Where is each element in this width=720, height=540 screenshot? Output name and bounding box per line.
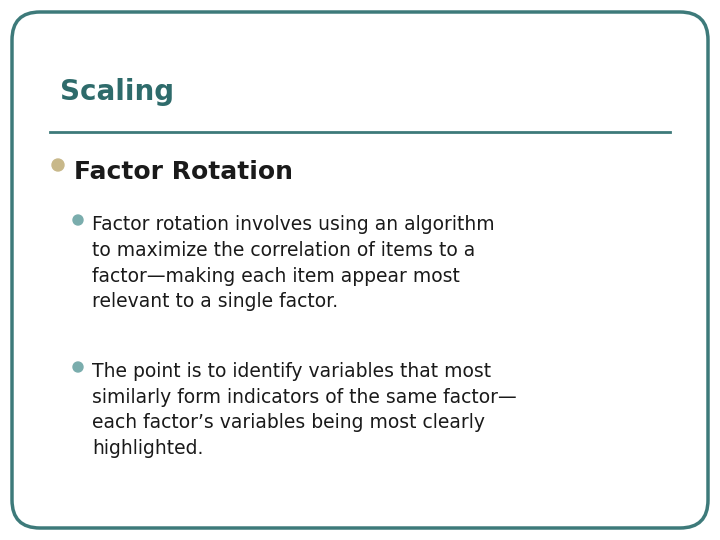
Circle shape	[73, 215, 83, 225]
Circle shape	[73, 362, 83, 372]
Text: Scaling: Scaling	[60, 78, 174, 106]
FancyBboxPatch shape	[12, 12, 708, 528]
Text: The point is to identify variables that most
similarly form indicators of the sa: The point is to identify variables that …	[92, 362, 517, 458]
Text: Factor Rotation: Factor Rotation	[74, 160, 293, 184]
Circle shape	[52, 159, 64, 171]
Text: Factor rotation involves using an algorithm
to maximize the correlation of items: Factor rotation involves using an algori…	[92, 215, 495, 311]
